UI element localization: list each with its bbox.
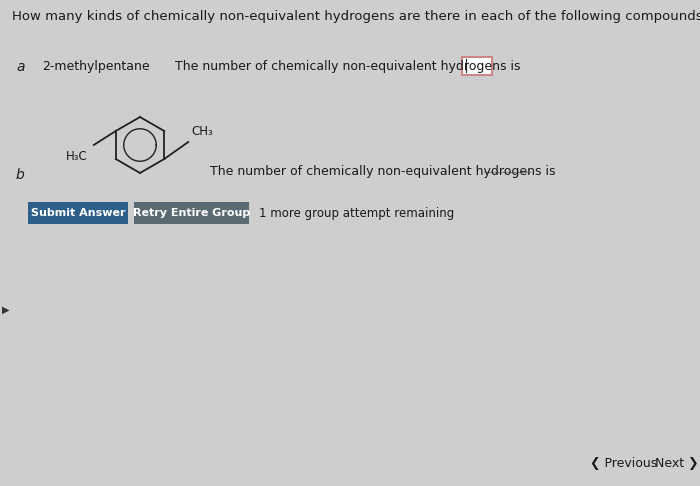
Text: ▶: ▶ [2,305,10,315]
Text: ❮ Previous: ❮ Previous [590,457,657,470]
Text: How many kinds of chemically non-equivalent hydrogens are there in each of the f: How many kinds of chemically non-equival… [12,10,700,23]
Text: a: a [16,60,25,74]
Text: Retry Entire Group: Retry Entire Group [133,208,250,218]
Text: b: b [16,168,25,182]
Text: The number of chemically non-equivalent hydrogens is: The number of chemically non-equivalent … [210,165,556,178]
Text: The number of chemically non-equivalent hydrogens is: The number of chemically non-equivalent … [175,60,521,73]
Text: H₃C: H₃C [66,150,88,163]
FancyBboxPatch shape [28,202,128,224]
Text: 2-methylpentane: 2-methylpentane [42,60,150,73]
FancyBboxPatch shape [134,202,249,224]
Text: CH₃: CH₃ [191,125,213,138]
Text: Submit Answer: Submit Answer [31,208,125,218]
FancyBboxPatch shape [462,57,492,75]
Text: 1 more group attempt remaining: 1 more group attempt remaining [259,207,454,220]
Text: Next ❯: Next ❯ [655,457,699,470]
